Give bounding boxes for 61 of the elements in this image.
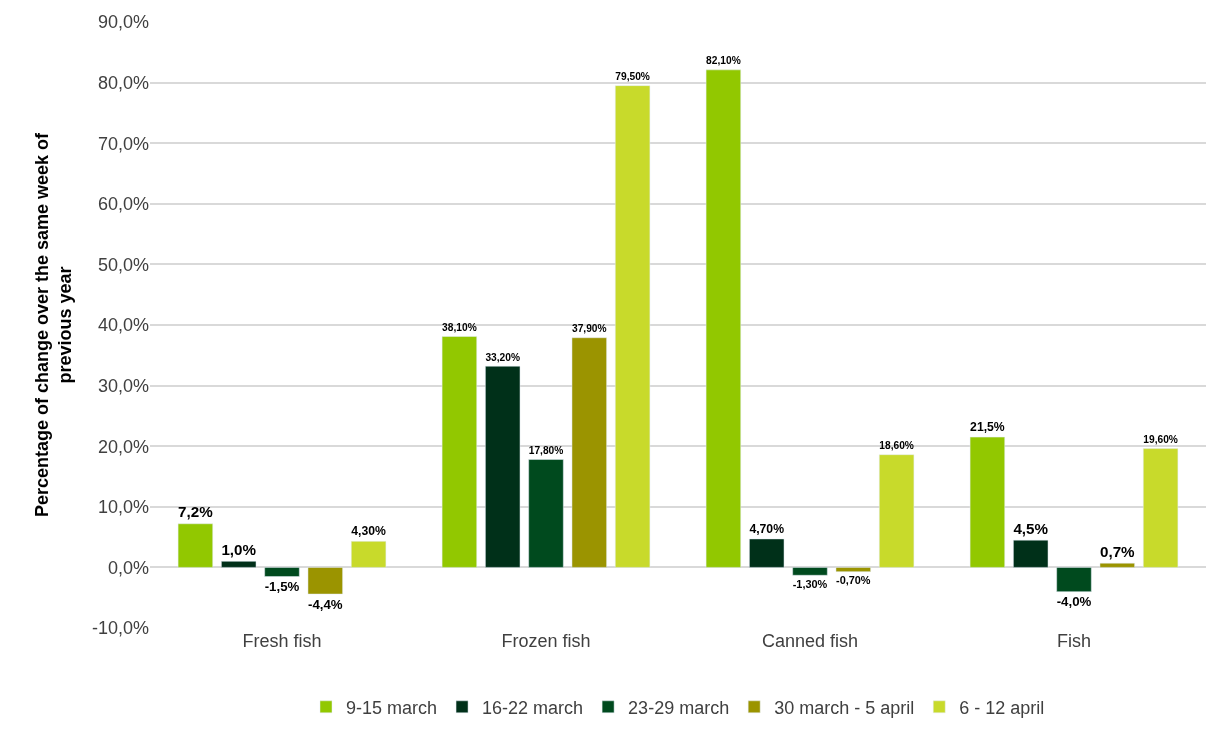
bar xyxy=(1143,448,1179,568)
data-label: -0,70% xyxy=(836,574,871,587)
data-label: 0,7% xyxy=(1099,542,1136,560)
bar xyxy=(571,337,607,568)
bar xyxy=(1099,562,1135,568)
data-label: -1,30% xyxy=(792,577,828,590)
y-tick-label: 10,0% xyxy=(97,497,149,518)
bar xyxy=(485,365,521,568)
data-label: 4,5% xyxy=(1013,519,1049,537)
bar xyxy=(177,523,213,568)
y-tick-label: 20,0% xyxy=(97,436,149,457)
data-label: 4,70% xyxy=(749,522,785,537)
bar xyxy=(1013,539,1049,568)
data-label: 1,0% xyxy=(221,540,257,558)
bar xyxy=(221,561,257,568)
y-axis-title: Percentage of change over the same week of previous year xyxy=(31,131,76,518)
y-tick-label: 70,0% xyxy=(97,133,149,154)
y-tick-label: 80,0% xyxy=(97,72,149,93)
y-tick-label: -10,0% xyxy=(91,618,149,639)
data-label: 17,80% xyxy=(528,445,564,457)
data-label: 7,2% xyxy=(178,503,214,521)
legend-label: 30 march - 5 april xyxy=(774,697,915,718)
data-label: -1,5% xyxy=(264,579,300,595)
bar xyxy=(792,567,828,576)
bar xyxy=(749,538,785,568)
data-label: 18,60% xyxy=(879,440,914,452)
x-tick-label: Fish xyxy=(1056,631,1092,651)
x-tick-label: Frozen fish xyxy=(501,631,591,651)
bar xyxy=(307,567,343,595)
y-tick-label: 60,0% xyxy=(97,194,149,215)
y-tick-label: 0,0% xyxy=(107,557,149,578)
bar xyxy=(441,336,477,568)
bar xyxy=(705,69,741,568)
legend-label: 16-22 march xyxy=(482,697,584,718)
bar xyxy=(615,85,651,568)
data-label: 33,20% xyxy=(485,351,520,363)
data-label: 37,90% xyxy=(572,323,607,335)
legend-label: 6 - 12 april xyxy=(959,697,1045,718)
bar xyxy=(969,436,1005,568)
bar xyxy=(264,567,300,577)
y-tick-label: 90,0% xyxy=(97,12,149,33)
bar xyxy=(528,459,564,568)
x-tick-label: Canned fish xyxy=(761,631,859,651)
x-tick-label: Fresh fish xyxy=(242,631,322,651)
data-label: 79,50% xyxy=(615,71,650,83)
data-label: 38,10% xyxy=(442,322,477,334)
data-label: 21,5% xyxy=(970,420,1005,435)
legend-label: 9-15 march xyxy=(346,697,438,718)
bar xyxy=(1056,567,1092,592)
data-label: 19,60% xyxy=(1143,434,1178,446)
bar xyxy=(879,454,915,568)
bar xyxy=(835,567,871,572)
y-tick-label: 40,0% xyxy=(97,315,149,336)
data-label: 82,10% xyxy=(706,55,741,67)
bar xyxy=(351,541,387,568)
y-tick-label: 50,0% xyxy=(97,254,149,275)
data-label: -4,0% xyxy=(1056,594,1092,610)
y-tick-label: 30,0% xyxy=(97,375,149,396)
data-label: 4,30% xyxy=(351,524,387,539)
legend-label: 23-29 march xyxy=(628,697,730,718)
data-label: -4,4% xyxy=(307,596,343,612)
